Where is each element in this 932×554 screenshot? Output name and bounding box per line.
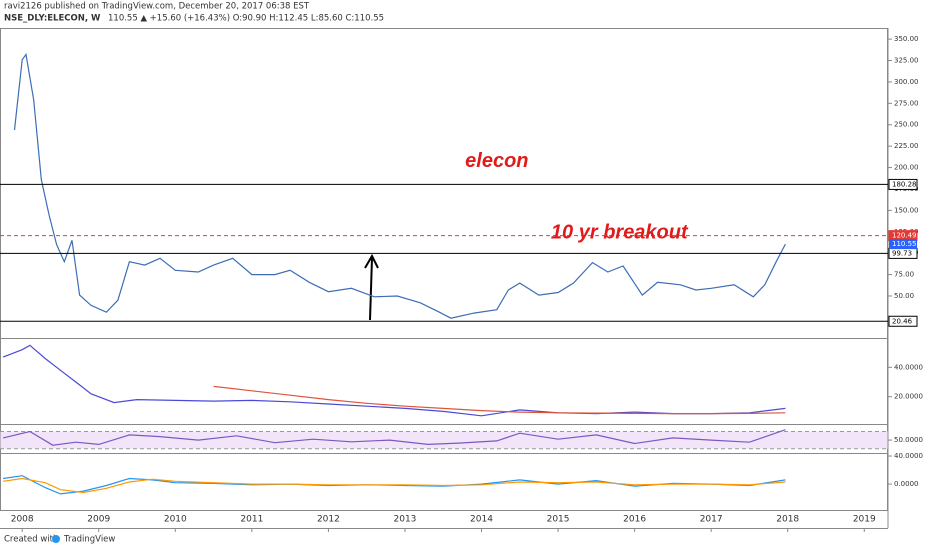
x-tick-label: 2012	[317, 515, 340, 525]
price-label-box	[888, 315, 918, 327]
y-tick-label: 0.0000	[894, 480, 919, 488]
y-tick-label: 300.00	[894, 78, 919, 86]
x-tick-label: 2008	[11, 515, 34, 525]
arrow-head	[364, 253, 379, 269]
price-label: 120.49	[892, 232, 917, 240]
x-tick-label: 2015	[547, 515, 570, 525]
last-price-box	[889, 239, 917, 250]
arrow	[369, 257, 373, 321]
x-tick-label: 2018	[776, 515, 799, 525]
y-tick-label: 350.00	[894, 35, 919, 43]
price-label: 20.46	[892, 317, 913, 325]
y-tick-label: 40.0000	[894, 363, 923, 371]
x-tick-label: 2016	[623, 515, 646, 525]
series-line	[2, 429, 786, 446]
series-line	[3, 475, 786, 495]
series-line	[13, 52, 786, 319]
annotation: elecon	[465, 150, 528, 172]
x-tick-label: 2011	[240, 515, 263, 525]
x-tick-label: 2009	[87, 515, 110, 525]
band	[0, 431, 888, 449]
footer-brand: TradingView	[63, 535, 115, 545]
y-tick-label: 75.00	[894, 271, 914, 279]
symbol: NSE_DLY:ELECON, W	[4, 14, 101, 24]
y-tick-label: 275.00	[894, 99, 919, 107]
x-tick-label: 2013	[394, 515, 417, 525]
series-line	[213, 385, 786, 415]
y-tick-label: 20.0000	[894, 393, 923, 401]
last-price-label: 110.55	[892, 240, 917, 248]
x-tick-label: 2014	[470, 515, 493, 525]
y-tick-label: 250.00	[894, 121, 919, 129]
y-tick-label: 325.00	[894, 57, 919, 65]
annotation: 10 yr breakout	[551, 222, 689, 244]
series-line	[2, 344, 786, 417]
x-tick-label: 2017	[700, 515, 723, 525]
series-line	[3, 477, 786, 494]
footer-created: Created with	[4, 535, 58, 545]
y-tick-label: 40.0000	[894, 452, 923, 460]
price-label: 180.28	[892, 180, 917, 188]
y-tick-label: 50.00	[894, 292, 914, 300]
x-tick-label: 2019	[853, 515, 876, 525]
x-tick-label: 2010	[164, 515, 187, 525]
y-tick-label: 150.00	[894, 206, 919, 214]
y-tick-label: 225.00	[894, 142, 919, 150]
logo	[52, 535, 60, 543]
price-label: 99.73	[892, 249, 912, 257]
publish-line: ravi2126 published on TradingView.com, D…	[4, 2, 310, 12]
price-label-box	[888, 178, 918, 190]
y-tick-label: 50.0000	[894, 436, 923, 444]
quote: 110.55 ▲ +15.60 (+16.43%) O:90.90 H:112.…	[108, 14, 384, 24]
y-tick-label: 200.00	[894, 164, 919, 172]
